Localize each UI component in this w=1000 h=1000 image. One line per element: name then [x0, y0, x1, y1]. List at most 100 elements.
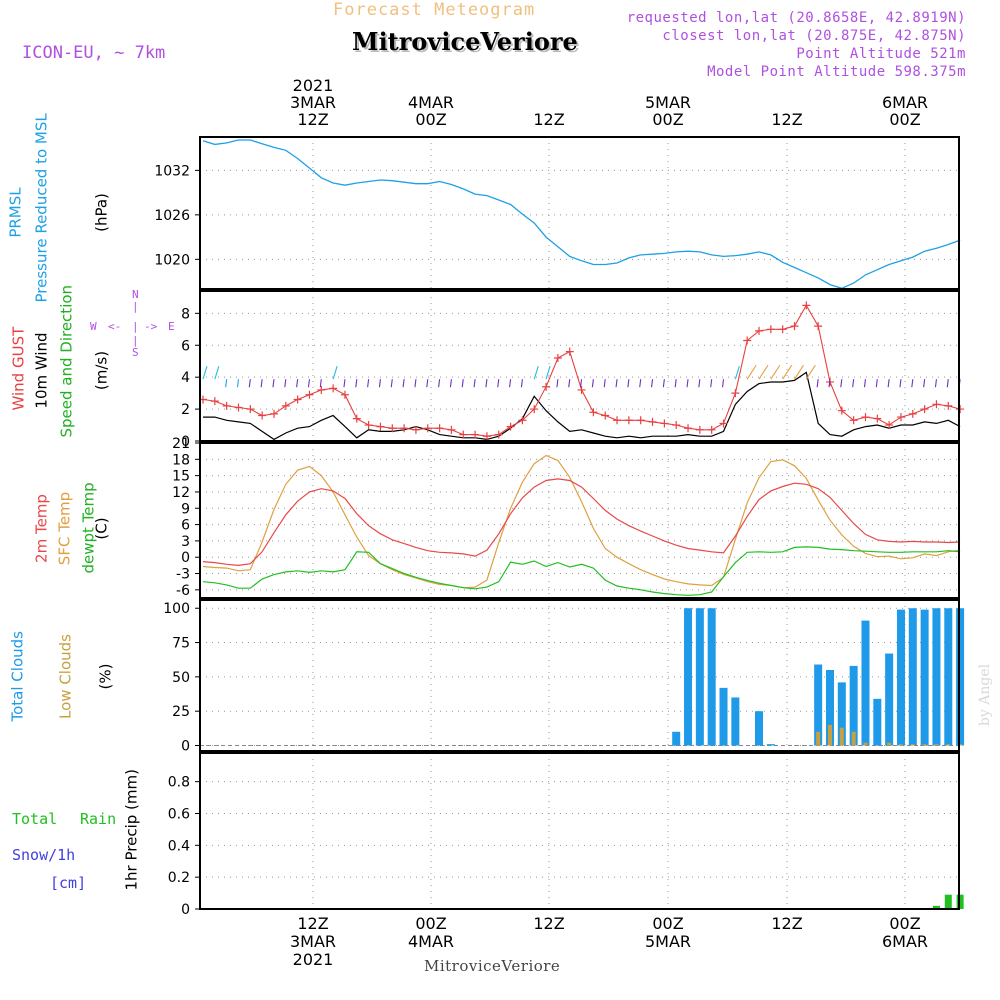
- wind-direction-arrow: [402, 379, 405, 388]
- top-time-label: 12Z: [533, 110, 565, 129]
- bottom-time-label: 3MAR: [289, 932, 337, 951]
- top-time-label: 12Z: [771, 110, 803, 129]
- gust-marker: [305, 390, 314, 399]
- total-cloud-bar: [755, 711, 764, 746]
- panel-frame-3: [199, 442, 960, 599]
- top-time-label: 2021: [292, 76, 334, 95]
- gust-marker: [435, 424, 444, 433]
- wind-direction-arrow: [260, 379, 263, 388]
- wind-direction-arrow: [296, 379, 299, 388]
- total-cloud-bar: [825, 670, 834, 746]
- wind-speed-line: [203, 371, 961, 441]
- wind-direction-arrow: [202, 366, 208, 380]
- rain-bar: [932, 905, 940, 909]
- wind-direction-arrow: [734, 366, 740, 380]
- ytick-label-3-1: -3: [176, 567, 190, 583]
- wind-direction-arrow: [770, 364, 781, 380]
- ytick-label-3-6: 12: [172, 485, 190, 501]
- gust-marker: [589, 408, 598, 417]
- wind-direction-arrow: [509, 379, 512, 388]
- compass-s-label: S: [132, 346, 139, 359]
- gust-marker: [400, 424, 409, 433]
- pressure-line: [202, 139, 961, 289]
- total-precip-label: Total: [12, 810, 58, 828]
- wind-direction-arrow: [284, 379, 287, 388]
- bottom-time-label: 12Z: [297, 914, 329, 933]
- low-cloud-bar: [958, 744, 963, 746]
- panel-frame-4: [199, 599, 960, 752]
- gust-marker: [849, 416, 858, 425]
- gust-marker: [636, 416, 645, 425]
- wind-direction-arrow: [214, 366, 220, 380]
- gust-marker: [920, 405, 929, 414]
- rain-bar: [956, 894, 964, 909]
- wind-direction-arrow: [887, 379, 890, 388]
- snow-unit-label: [cm]: [50, 874, 87, 892]
- requested-coords: requested lon,lat (20.8658E, 42.8919N): [626, 10, 966, 26]
- ytick-label-5-0: 0: [181, 902, 190, 918]
- wind-direction-arrow: [639, 379, 642, 388]
- ytick-label-2-2: 4: [181, 370, 190, 386]
- closest-coords: closest lon,lat (20.875E, 42.875N): [662, 28, 966, 44]
- wind-direction-arrow: [307, 379, 311, 388]
- location-title: MitroviceVeriore: [352, 27, 578, 56]
- total-cloud-bar: [719, 687, 728, 746]
- total-cloud-bar: [944, 608, 953, 746]
- ytick-label-3-4: 6: [181, 518, 190, 534]
- forecast-meteogram-label: Forecast Meteogram: [333, 0, 536, 20]
- wind-direction-arrow: [332, 366, 338, 380]
- wind-direction-arrow: [438, 379, 441, 388]
- low-cloud-bar: [816, 731, 821, 746]
- wind-direction-arrow: [662, 379, 665, 388]
- wind-direction-arrow: [591, 379, 594, 388]
- gust-marker: [684, 424, 693, 433]
- gust-marker: [932, 400, 941, 409]
- ytick-label-3-0: -6: [176, 583, 190, 599]
- total-cloud-bar: [684, 608, 693, 746]
- wind-direction-arrow: [674, 379, 677, 388]
- gust-marker: [506, 422, 515, 431]
- gust-marker: [719, 419, 728, 428]
- wind-direction-arrow: [533, 366, 539, 380]
- ytick-label-4-2: 50: [172, 670, 190, 686]
- snow-label: Snow/1h: [12, 846, 76, 864]
- rain-label: Rain: [80, 810, 117, 828]
- ytick-label-2-1: 2: [181, 402, 190, 418]
- gust-marker: [234, 403, 243, 412]
- gust-marker: [861, 413, 870, 422]
- wind-direction-arrow: [236, 379, 240, 388]
- wind-direction-arrow: [461, 379, 464, 388]
- gust-marker: [494, 430, 503, 439]
- gust-marker: [648, 417, 657, 426]
- wind-direction-arrow: [449, 379, 452, 388]
- gust-marker: [293, 395, 302, 404]
- total-cloud-bar: [849, 665, 858, 746]
- wind-direction-arrow: [497, 379, 500, 388]
- ytick-label-2-4: 8: [181, 306, 190, 322]
- gust-marker: [246, 405, 255, 414]
- ytick-label-4-4: 100: [163, 601, 190, 617]
- wind-direction-arrow: [782, 364, 793, 380]
- wind-direction-arrow: [840, 379, 843, 388]
- wind-direction-arrow: [721, 379, 725, 388]
- bottom-time-label: 5MAR: [644, 932, 692, 951]
- wind-direction-arrow: [545, 366, 551, 380]
- bottom-time-label: 4MAR: [407, 932, 455, 951]
- wind-direction-arrow: [828, 379, 831, 388]
- top-time-label: 3MAR: [289, 93, 337, 112]
- wind-direction-arrow: [911, 379, 914, 388]
- ytick-label-4-1: 25: [172, 704, 190, 720]
- total-cloud-bar: [932, 608, 941, 746]
- wind-direction-arrow: [319, 379, 322, 388]
- sfc-temp-line: [202, 454, 961, 589]
- panel-frame-5: [199, 752, 960, 910]
- gust-marker: [388, 424, 397, 433]
- total-cloud-bar: [920, 609, 929, 746]
- gust-marker: [896, 413, 905, 422]
- gust-marker: [577, 385, 586, 394]
- wind-direction-arrow: [923, 379, 926, 388]
- ytick-label-1-1: 1026: [154, 208, 190, 224]
- top-time-label: 00Z: [652, 110, 684, 129]
- gust-marker: [459, 430, 468, 439]
